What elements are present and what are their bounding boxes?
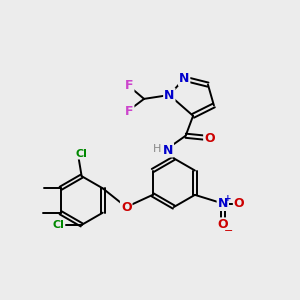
Text: N: N	[163, 143, 173, 157]
Text: N: N	[218, 197, 228, 210]
Text: N: N	[179, 72, 189, 85]
Text: +: +	[224, 194, 231, 203]
Text: N: N	[164, 88, 175, 101]
Text: O: O	[204, 132, 215, 145]
Text: O: O	[218, 218, 228, 231]
Text: F: F	[125, 79, 134, 92]
Text: Cl: Cl	[75, 148, 87, 159]
Text: H: H	[153, 143, 161, 154]
Text: Cl: Cl	[52, 220, 64, 230]
Text: O: O	[121, 201, 131, 214]
Text: O: O	[234, 197, 244, 210]
Text: F: F	[125, 105, 134, 118]
Text: −: −	[224, 226, 233, 236]
